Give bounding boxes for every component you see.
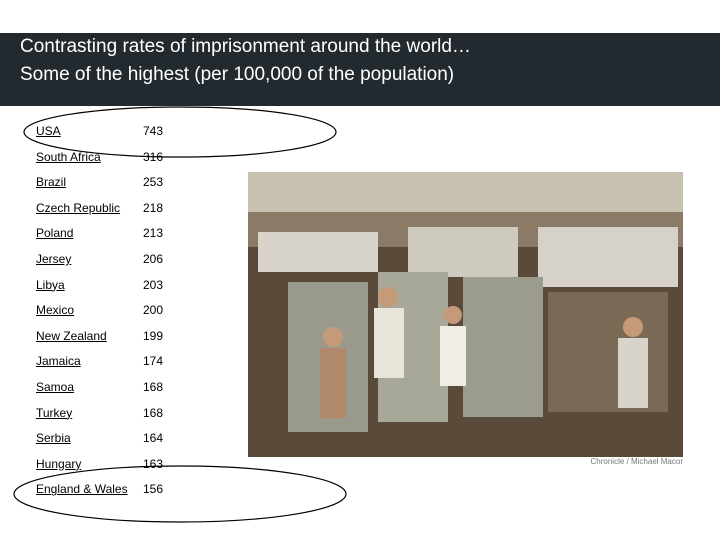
country-name: USA [36, 124, 61, 138]
imprisonment-rate: 200 [143, 303, 164, 318]
country-name: Jamaica [36, 354, 81, 369]
country-name: Mexico [36, 303, 75, 318]
country-name: Serbia [36, 431, 71, 446]
imprisonment-rate: 168 [143, 405, 164, 420]
country-name: Libya [36, 277, 65, 292]
imprisonment-rate: 203 [143, 277, 164, 292]
imprisonment-rate: 743 [143, 124, 164, 138]
country-name: Brazil [36, 175, 67, 190]
country-name: South Africa [36, 149, 101, 164]
imprisonment-rate: 199 [143, 328, 164, 343]
country-name: Samoa [36, 380, 75, 394]
photo-caption: Chronicle / Michael Macor [590, 457, 683, 466]
imprisonment-rate: 218 [143, 200, 164, 215]
imprisonment-rate: 316 [143, 149, 164, 164]
title-line: Contrasting rates of imprisonment around… [20, 36, 471, 57]
country-name: Turkey [36, 405, 73, 420]
title-line: Some of the highest (per 100,000 of the … [20, 64, 455, 85]
imprisonment-rate: 168 [143, 380, 164, 394]
imprisonment-rate: 163 [143, 456, 164, 471]
header-bar: Contrasting rates of imprisonment around… [0, 33, 720, 106]
imprisonment-rate: 164 [143, 431, 164, 446]
imprisonment-rate: 156 [143, 482, 164, 497]
country-name: Jersey [36, 252, 72, 266]
imprisonment-rate: 253 [143, 175, 164, 190]
photo [248, 172, 683, 457]
country-name: New Zealand [36, 328, 107, 343]
country-name: Czech Republic [36, 200, 121, 215]
country-name: England & Wales [36, 482, 128, 497]
imprisonment-rate: 174 [143, 354, 164, 369]
imprisonment-rate: 206 [143, 252, 164, 266]
imprisonment-rate: 213 [143, 226, 164, 241]
country-name: Poland [36, 226, 74, 241]
country-name: Hungary [36, 456, 82, 471]
